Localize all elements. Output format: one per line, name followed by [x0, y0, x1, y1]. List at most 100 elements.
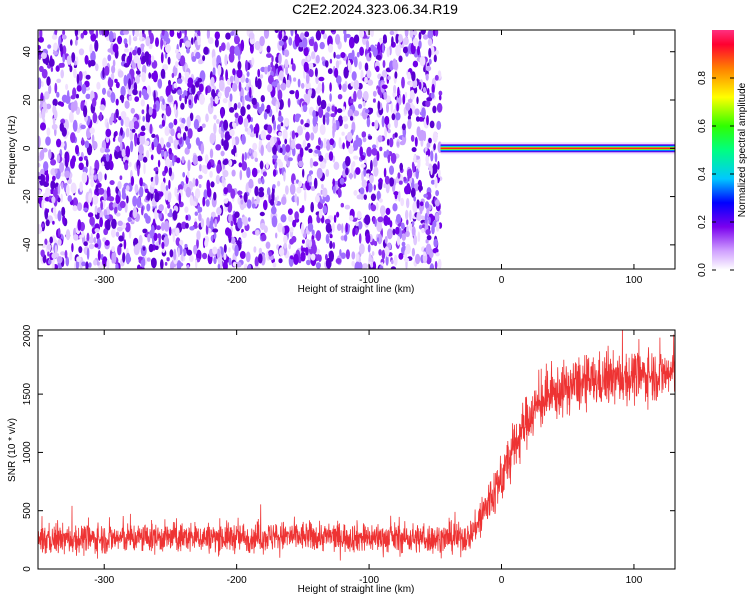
- heatmap-cell: [402, 94, 406, 105]
- heatmap-cell: [180, 102, 185, 110]
- heatmap-cell: [397, 86, 400, 98]
- heatmap-cell: [368, 203, 372, 211]
- heatmap-cell: [146, 257, 151, 262]
- heatmap-cell: [205, 113, 209, 123]
- heatmap-cell: [60, 62, 65, 68]
- heatmap-cell: [412, 221, 415, 226]
- heatmap-cell: [111, 65, 116, 74]
- heatmap-cell: [149, 229, 154, 239]
- heatmap-cell: [354, 227, 359, 236]
- heatmap-cell: [216, 163, 221, 174]
- heatmap-cell: [184, 125, 189, 132]
- heatmap-cell: [126, 195, 129, 204]
- heatmap-cell: [45, 219, 50, 227]
- heatmap-cell: [185, 214, 189, 221]
- heatmap-cell: [386, 47, 390, 58]
- heatmap-cell: [237, 60, 242, 70]
- heatmap-cell: [340, 52, 346, 59]
- heatmap-cell: [360, 163, 366, 168]
- heatmap-cell: [400, 197, 405, 207]
- heatmap-cell: [266, 143, 270, 151]
- heatmap-cell: [241, 217, 245, 223]
- heatmap-cell: [276, 124, 281, 131]
- heatmap-cell: [277, 140, 282, 146]
- heatmap-cell: [371, 122, 375, 127]
- heatmap-cell: [240, 199, 244, 205]
- heatmap-cell: [182, 171, 186, 178]
- heatmap-cell: [433, 54, 437, 63]
- heatmap-cell: [189, 195, 194, 206]
- heatmap-cell: [366, 169, 372, 175]
- heatmap-cell: [337, 187, 342, 198]
- heatmap-cell: [366, 146, 372, 157]
- heatmap-cell: [295, 89, 300, 100]
- heatmap-cell: [295, 113, 302, 119]
- heatmap-cell: [399, 162, 404, 171]
- heatmap-cell: [265, 162, 269, 170]
- heatmap-cell: [91, 134, 95, 146]
- heatmap-cell: [370, 30, 374, 37]
- heatmap-cell: [213, 256, 217, 265]
- heatmap-cell: [103, 189, 108, 202]
- heatmap-cell: [314, 195, 320, 203]
- heatmap-cell: [129, 132, 134, 141]
- heatmap-cell: [392, 228, 396, 236]
- heatmap-cell: [387, 129, 391, 134]
- heatmap-cell: [429, 120, 435, 129]
- heatmap-cell: [108, 196, 115, 202]
- heatmap-cell: [196, 249, 202, 261]
- heatmap-cell: [76, 85, 82, 92]
- heatmap-cell: [228, 214, 233, 223]
- heatmap-cell: [96, 81, 101, 90]
- heatmap-cell: [319, 161, 326, 169]
- heatmap-cell: [45, 187, 51, 197]
- heatmap-cell: [167, 203, 171, 209]
- heatmap-cell: [115, 231, 120, 237]
- heatmap-cell: [90, 50, 96, 63]
- heatmap-cell: [315, 30, 322, 41]
- heatmap-cell: [52, 117, 56, 126]
- heatmap-cell: [186, 249, 193, 256]
- heatmap-cell: [421, 107, 426, 119]
- heatmap-cell: [41, 199, 44, 210]
- heatmap-cell: [196, 238, 199, 249]
- heatmap-cell: [353, 90, 357, 102]
- heatmap-cell: [53, 42, 58, 52]
- heatmap-cell: [99, 217, 103, 228]
- heatmap-cell: [193, 119, 199, 130]
- heatmap-cell: [134, 135, 138, 147]
- heatmap-cell: [412, 60, 419, 68]
- heatmap-cell: [283, 171, 286, 182]
- heatmap-cell: [149, 123, 153, 135]
- heatmap-cell: [150, 55, 155, 63]
- heatmap-cell: [304, 189, 307, 202]
- heatmap-cell: [82, 30, 88, 36]
- heatmap-cell: [57, 210, 62, 222]
- heatmap-cell: [251, 57, 255, 66]
- heatmap-cell: [232, 68, 236, 76]
- heatmap-cell: [110, 112, 115, 122]
- heatmap-cell: [437, 160, 440, 171]
- heatmap-cell: [213, 122, 217, 135]
- heatmap-cell: [148, 72, 152, 79]
- heatmap-cell: [384, 236, 388, 244]
- heatmap-cell: [238, 162, 243, 168]
- heatmap-cell: [73, 234, 79, 241]
- heatmap-cell: [67, 177, 72, 185]
- heatmap-cell: [303, 93, 307, 100]
- heatmap-cell: [382, 60, 386, 68]
- heatmap-cell: [327, 68, 333, 75]
- heatmap-cell: [138, 144, 144, 155]
- heatmap-cell: [137, 165, 140, 177]
- heatmap-cell: [301, 239, 305, 244]
- heatmap-cell: [108, 30, 114, 43]
- heatmap-cell: [413, 154, 417, 163]
- heatmap-cell: [369, 174, 374, 184]
- heatmap-cell: [300, 119, 304, 125]
- heatmap-cell: [314, 149, 320, 154]
- heatmap-cell: [390, 259, 394, 265]
- heatmap-cell: [146, 54, 149, 66]
- heatmap-cell: [89, 216, 95, 226]
- heatmap-cell: [71, 52, 76, 63]
- heatmap-cell: [155, 37, 159, 47]
